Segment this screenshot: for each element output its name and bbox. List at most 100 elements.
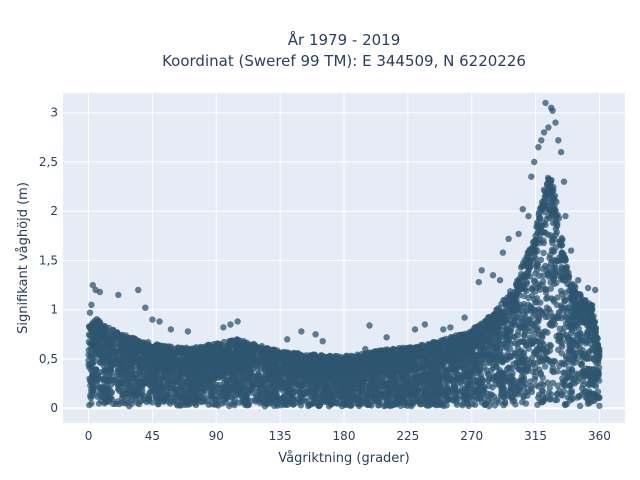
data-point — [157, 386, 165, 393]
data-point — [527, 382, 534, 390]
data-point — [88, 359, 96, 366]
data-point — [568, 387, 576, 395]
data-point — [185, 380, 192, 387]
data-point — [433, 391, 440, 399]
data-point — [445, 373, 453, 381]
data-point — [541, 356, 548, 364]
data-point — [594, 388, 602, 395]
data-point — [333, 399, 340, 407]
data-point — [547, 322, 555, 329]
data-point — [454, 387, 462, 395]
data-point — [547, 232, 554, 239]
data-point — [434, 366, 441, 374]
data-point — [521, 332, 528, 339]
data-point — [481, 348, 489, 355]
data-point — [547, 259, 555, 267]
data-point — [142, 374, 149, 381]
data-point — [578, 337, 585, 344]
data-point — [388, 401, 395, 408]
data-point — [122, 378, 129, 385]
data-point — [502, 400, 509, 407]
data-point — [549, 239, 556, 247]
data-point — [562, 401, 569, 409]
data-point — [585, 348, 592, 356]
data-point — [577, 330, 584, 338]
data-point — [504, 350, 511, 358]
data-point — [160, 395, 167, 402]
data-point — [129, 386, 136, 394]
data-point — [528, 285, 535, 292]
data-point — [521, 383, 528, 391]
data-point — [246, 368, 253, 375]
data-point — [103, 361, 110, 369]
data-point — [549, 379, 557, 387]
data-point — [554, 368, 561, 375]
data-point — [340, 378, 348, 385]
data-point — [496, 347, 504, 355]
data-point — [395, 395, 402, 402]
data-point — [519, 349, 526, 356]
data-point — [546, 384, 553, 391]
data-point — [524, 356, 531, 363]
data-point — [97, 369, 104, 376]
data-point — [540, 249, 547, 257]
data-point — [546, 254, 553, 262]
data-point — [87, 394, 94, 402]
data-point — [464, 381, 471, 388]
data-point — [579, 377, 587, 385]
data-point — [529, 360, 536, 368]
data-point — [363, 397, 371, 404]
data-point — [547, 391, 555, 398]
data-point — [562, 382, 569, 389]
data-point — [485, 393, 492, 400]
data-point — [482, 401, 489, 408]
data-point — [297, 388, 304, 395]
data-point — [233, 375, 240, 382]
chart-title-line-2: Koordinat (Sweref 99 TM): E 344509, N 62… — [162, 52, 526, 70]
data-point — [561, 298, 568, 305]
data-point — [448, 388, 455, 395]
data-point — [557, 287, 565, 295]
data-point — [98, 350, 105, 357]
data-point — [463, 373, 471, 381]
data-point — [532, 262, 540, 269]
data-point — [526, 334, 534, 342]
data-point — [178, 386, 186, 393]
data-point — [559, 392, 566, 399]
data-point — [354, 377, 361, 385]
data-point — [401, 378, 409, 385]
data-point — [375, 402, 382, 409]
data-point — [566, 347, 573, 355]
data-point — [137, 368, 144, 376]
data-point — [472, 389, 479, 396]
data-point — [532, 299, 539, 306]
data-point — [562, 320, 570, 327]
data-point — [542, 363, 549, 370]
data-point — [584, 329, 591, 336]
data-points — [85, 99, 603, 410]
data-point — [504, 327, 512, 335]
data-point — [327, 383, 334, 391]
chart-title-line-1: År 1979 - 2019 — [288, 30, 401, 49]
data-point — [505, 393, 512, 400]
data-point — [544, 348, 551, 356]
data-point — [87, 378, 94, 385]
data-point — [576, 393, 583, 400]
data-point — [382, 380, 389, 388]
data-point — [524, 388, 531, 395]
data-point — [285, 389, 292, 396]
data-point — [530, 278, 538, 285]
data-point — [174, 402, 181, 409]
data-point — [248, 386, 256, 394]
data-point — [475, 380, 482, 387]
data-point — [552, 313, 559, 320]
data-point — [539, 310, 546, 318]
data-point — [228, 393, 235, 401]
data-point — [236, 399, 243, 406]
data-point — [440, 402, 447, 410]
data-point — [489, 384, 496, 391]
data-point — [564, 304, 571, 311]
data-point — [489, 376, 497, 383]
data-point — [219, 400, 226, 407]
